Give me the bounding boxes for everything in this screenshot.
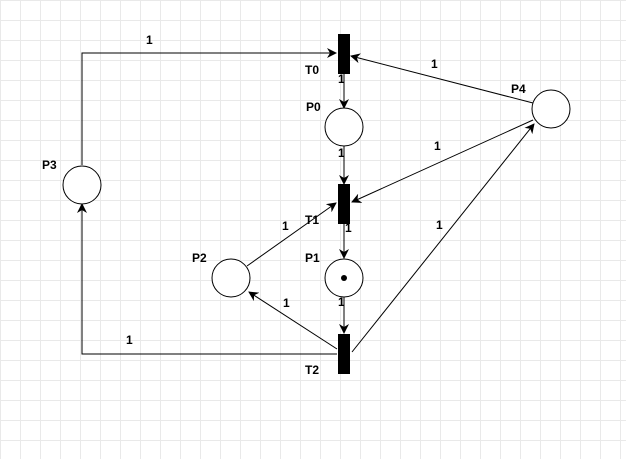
transition-t0[interactable] [338,34,350,74]
label-t2: T2 [305,363,319,377]
place-p4[interactable] [531,89,571,129]
transition-t2[interactable] [338,334,350,374]
weight-p1-t2: 1 [338,295,345,309]
arc-p4-t1[interactable] [351,119,534,203]
weight-p4-t1: 1 [434,139,441,153]
arc-t2-p3[interactable] [77,203,337,355]
label-t0: T0 [305,63,319,77]
label-p2: P2 [192,251,207,265]
weight-p0-t1: 1 [338,146,345,160]
place-p2[interactable] [211,258,251,298]
weight-t0-p0: 1 [338,72,345,86]
arc-t2-p4[interactable] [351,123,535,353]
arc-p3-t0[interactable] [81,48,337,165]
weight-p4-t0: 1 [431,57,438,71]
weight-p3-t0: 1 [146,33,153,47]
place-p0[interactable] [324,107,364,147]
arc-p4-t0[interactable] [350,53,534,104]
weight-p2-t1: 1 [282,219,289,233]
arc-p2-t1[interactable] [246,202,337,267]
label-p0: P0 [306,100,321,114]
arc-t2-p2[interactable] [248,291,338,350]
label-p4: P4 [511,82,526,96]
weight-t2-p4: 1 [436,218,443,232]
weight-t2-p3: 1 [126,333,133,347]
transition-t1[interactable] [338,184,350,224]
weight-t1-p1: 1 [345,221,352,235]
label-t1: T1 [305,213,319,227]
label-p1: P1 [305,251,320,265]
token-p1 [341,275,347,281]
weight-t2-p2: 1 [283,296,290,310]
place-p3[interactable] [62,165,102,205]
label-p3: P3 [42,158,57,172]
